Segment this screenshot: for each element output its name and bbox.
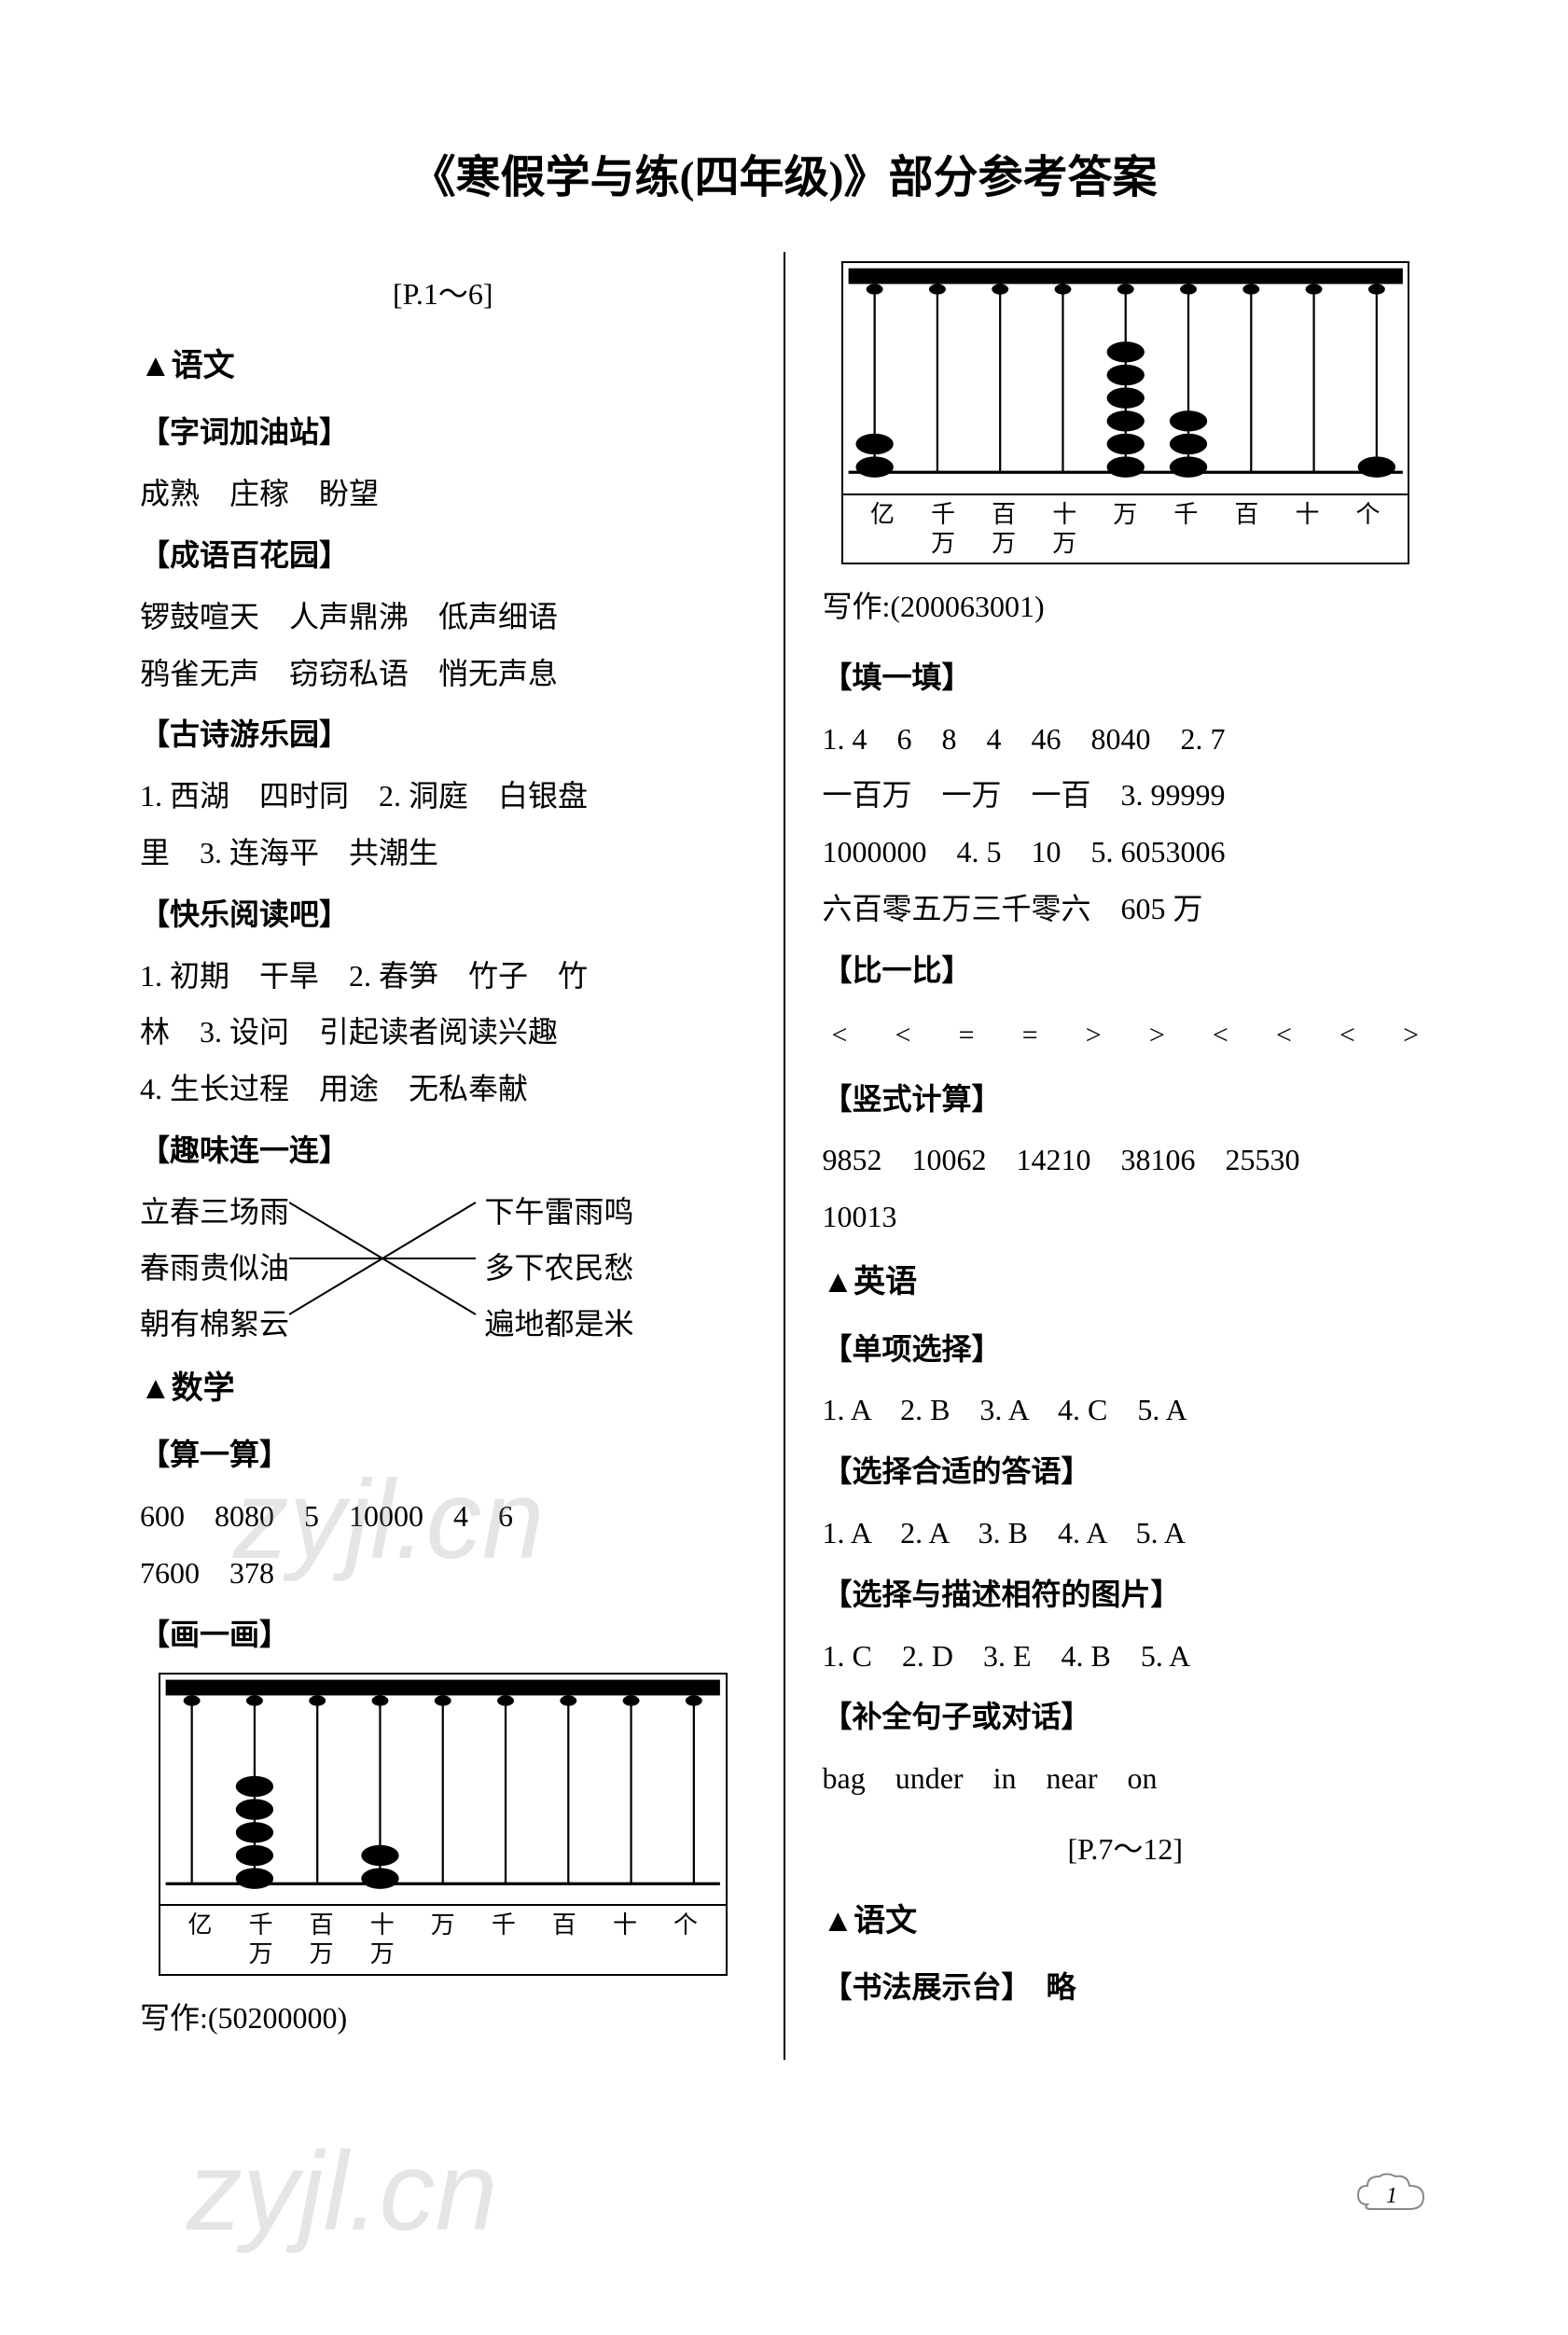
connect-left-2: 春雨贵似油 [140,1240,289,1297]
sec-idiom-header: 【成语百花园】 [140,527,746,584]
sec-picture-text: 1. C 2. D 3. E 4. B 5. A [823,1628,1429,1685]
abacus-1-labels: 亿千万百万十万万千百十个 [160,1904,726,1973]
abacus-label: 千 [1156,500,1216,558]
sec-vertical-text2: 10013 [823,1188,1429,1245]
sec-fill-text2: 一百万 一万 一百 3. 99999 [823,767,1429,824]
sec-choice-text: 1. A 2. B 3. A 4. C 5. A [823,1382,1429,1439]
abacus-label: 万 [412,1911,473,1968]
abacus-label: 千 [473,1911,534,1968]
compare-symbol: < [1213,1008,1228,1062]
sec-connect-header: 【趣味连一连】 [140,1122,746,1179]
abacus-label: 万 [1095,500,1156,558]
abacus-label: 百 [534,1911,594,1968]
sec-fill-text3: 1000000 4. 5 10 5. 6053006 [823,824,1429,881]
page-title: 《寒假学与练(四年级)》部分参考答案 [0,0,1568,252]
sec-response-header: 【选择合适的答语】 [823,1443,1429,1500]
abacus-1-svg [160,1675,726,1905]
abacus-label: 百万 [291,1911,352,1968]
page-number-badge: 1 [1353,2167,1428,2223]
sec-vertical-header: 【竖式计算】 [823,1071,1429,1128]
page-number-text: 1 [1386,2184,1397,2209]
sec-reading-text3: 4. 生长过程 用途 无私奉献 [140,1061,746,1118]
sec-complete-text: bag under in near on [823,1750,1429,1807]
column-divider [784,252,785,2060]
abacus-label: 十万 [1034,500,1095,558]
compare-symbol: > [1149,1008,1165,1062]
compare-symbol: > [1086,1008,1102,1062]
compare-symbol: = [1022,1008,1038,1062]
abacus-label: 百 [1216,500,1277,558]
sec-reading-header: 【快乐阅读吧】 [140,886,746,943]
watermark-2: zyjl.cn [187,2127,497,2256]
subject-chinese-2: ▲语文 [823,1892,1429,1953]
page-range-1: [P.1～6] [140,266,746,323]
compare-symbol: < [1339,1008,1355,1062]
subject-math: ▲数学 [140,1359,746,1420]
abacus-2: 亿千万百万十万万千百十个 [841,261,1410,564]
subject-english: ▲英语 [823,1253,1429,1313]
sec-choice-header: 【单项选择】 [823,1321,1429,1378]
compare-symbol: = [959,1008,975,1062]
abacus-label: 十万 [352,1911,412,1968]
compare-symbol: < [832,1008,848,1062]
sec-poem-text1: 1. 西湖 四时同 2. 洞庭 白银盘 [140,768,746,825]
connect-lines [289,1184,513,1352]
abacus-2-labels: 亿千万百万十万万千百十个 [843,493,1408,563]
sec-complete-header: 【补全句子或对话】 [823,1689,1429,1745]
sec-compare-header: 【比一比】 [823,942,1429,999]
sec-fill-text1: 1. 4 6 8 4 46 8040 2. 7 [823,711,1429,768]
connect-left-3: 朝有棉絮云 [140,1296,289,1353]
sec-calc-text1: 600 8080 5 10000 4 6 [140,1488,746,1545]
sec-vertical-text1: 9852 10062 14210 38106 25530 [823,1132,1429,1188]
sec-calc-header: 【算一算】 [140,1426,746,1483]
write-as-2: 写作:(200063001) [823,578,1429,635]
connect-diagram: 立春三场雨 春雨贵似油 朝有棉絮云 下午雷雨鸣 多下农民愁 遍地都是米 [140,1184,746,1352]
sec-reading-text1: 1. 初期 干旱 2. 春笋 竹子 竹 [140,948,746,1005]
compare-symbol: > [1403,1008,1419,1062]
sec-calc-text2: 7600 378 [140,1545,746,1602]
sec-response-text: 1. A 2. A 3. B 4. A 5. A [823,1505,1429,1562]
sec-calligraphy-header: 【书法展示台】 略 [823,1959,1429,2016]
write-as-1: 写作:(50200000) [140,1990,746,2047]
abacus-label: 千万 [913,500,974,558]
sec-idiom-text1: 锣鼓喧天 人声鼎沸 低声细语 [140,589,746,646]
abacus-label: 百万 [974,500,1034,558]
sec-poem-header: 【古诗游乐园】 [140,706,746,763]
page-range-2: [P.7～12] [823,1821,1429,1878]
sec-idiom-text2: 鸦雀无声 窃窃私语 悄无声息 [140,646,746,702]
abacus-label: 十 [594,1911,655,1968]
abacus-label: 千万 [230,1911,291,1968]
right-column: 亿千万百万十万万千百十个 写作:(200063001) 【填一填】 1. 4 6… [823,252,1429,2060]
abacus-label: 亿 [170,1911,230,1968]
sec-draw-header: 【画一画】 [140,1606,746,1663]
sec-reading-text2: 林 3. 设问 引起读者阅读兴趣 [140,1004,746,1061]
sec-fill-text4: 六百零五万三千零六 605 万 [823,881,1429,938]
subject-chinese: ▲语文 [140,337,746,397]
sec-fill-header: 【填一填】 [823,649,1429,706]
compare-symbol: < [895,1008,911,1062]
connect-left-1: 立春三场雨 [140,1184,289,1241]
compare-row: < < = = > > < < < > [823,1004,1429,1066]
compare-symbol: < [1276,1008,1292,1062]
left-column: [P.1～6] ▲语文 【字词加油站】 成熟 庄稼 盼望 【成语百花园】 锣鼓喧… [140,252,746,2060]
abacus-2-svg [843,263,1408,493]
abacus-1: 亿千万百万十万万千百十个 [159,1673,728,1976]
sec-vocab-text: 成熟 庄稼 盼望 [140,466,746,522]
content-columns: [P.1～6] ▲语文 【字词加油站】 成熟 庄稼 盼望 【成语百花园】 锣鼓喧… [0,252,1568,2060]
abacus-label: 个 [656,1911,716,1968]
abacus-label: 个 [1338,500,1398,558]
sec-picture-header: 【选择与描述相符的图片】 [823,1566,1429,1623]
abacus-label: 亿 [853,500,913,558]
abacus-label: 十 [1277,500,1338,558]
sec-poem-text2: 里 3. 连海平 共潮生 [140,825,746,882]
sec-vocab-header: 【字词加油站】 [140,404,746,461]
